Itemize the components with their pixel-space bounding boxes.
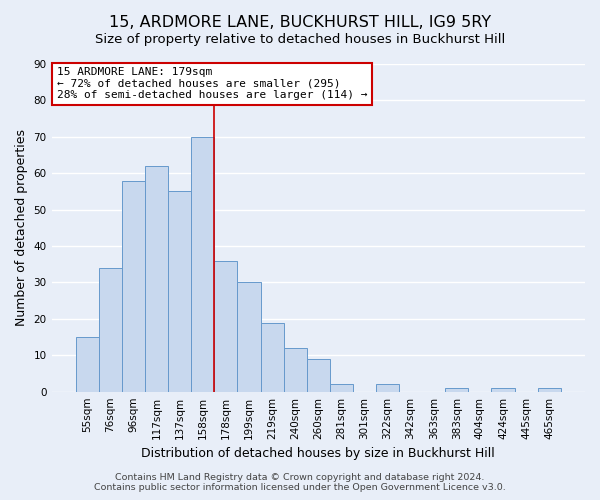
Bar — [260, 322, 284, 392]
Bar — [491, 388, 515, 392]
Text: Contains HM Land Registry data © Crown copyright and database right 2024.
Contai: Contains HM Land Registry data © Crown c… — [94, 473, 506, 492]
Bar — [145, 166, 168, 392]
Bar — [214, 260, 238, 392]
Bar — [307, 359, 330, 392]
Bar — [238, 282, 260, 392]
Y-axis label: Number of detached properties: Number of detached properties — [15, 130, 28, 326]
Text: 15 ARDMORE LANE: 179sqm
← 72% of detached houses are smaller (295)
28% of semi-d: 15 ARDMORE LANE: 179sqm ← 72% of detache… — [57, 68, 367, 100]
Bar — [191, 137, 214, 392]
Bar — [538, 388, 561, 392]
Bar — [76, 337, 99, 392]
Bar — [168, 192, 191, 392]
Text: 15, ARDMORE LANE, BUCKHURST HILL, IG9 5RY: 15, ARDMORE LANE, BUCKHURST HILL, IG9 5R… — [109, 15, 491, 30]
Bar — [376, 384, 399, 392]
Bar — [445, 388, 469, 392]
Bar — [330, 384, 353, 392]
X-axis label: Distribution of detached houses by size in Buckhurst Hill: Distribution of detached houses by size … — [142, 447, 495, 460]
Bar — [284, 348, 307, 392]
Bar — [99, 268, 122, 392]
Text: Size of property relative to detached houses in Buckhurst Hill: Size of property relative to detached ho… — [95, 32, 505, 46]
Bar — [122, 180, 145, 392]
